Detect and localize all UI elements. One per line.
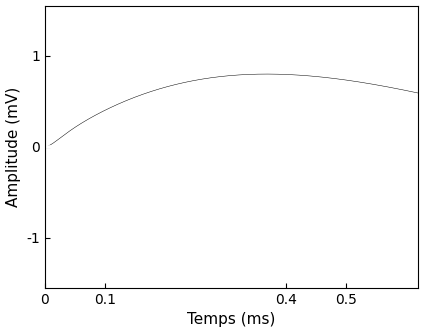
X-axis label: Temps (ms): Temps (ms) <box>187 312 276 327</box>
Y-axis label: Amplitude (mV): Amplitude (mV) <box>6 87 20 207</box>
